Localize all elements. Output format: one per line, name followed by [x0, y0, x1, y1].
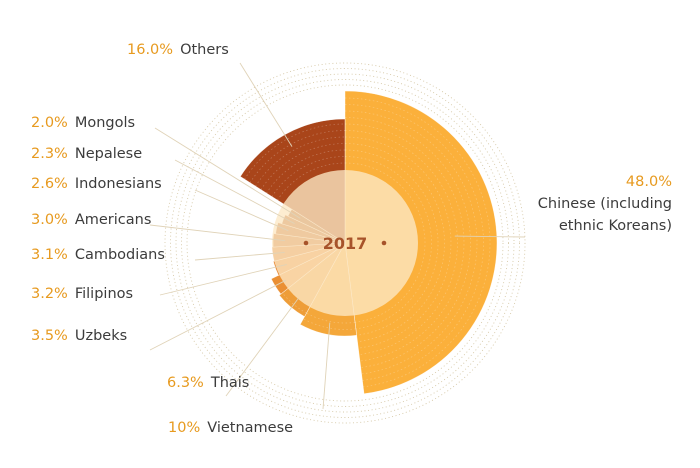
slice-ring-0: [344, 123, 465, 362]
slice-pct-label: 3.2%: [31, 286, 68, 302]
guide-ring: [175, 73, 515, 413]
slice-name-label: Chinese (including: [538, 196, 672, 212]
slice-name-label: Filipinos: [75, 286, 133, 302]
slice-pct-label: 3.0%: [31, 212, 68, 228]
slice-ring-0: [344, 162, 426, 323]
slice-label: 3.5% Uzbeks: [31, 328, 127, 344]
slice-ring-10: [277, 162, 346, 201]
leader-line-0: [454, 235, 526, 238]
slice-ring-10: [260, 143, 346, 190]
guide-ring: [164, 62, 526, 424]
slice-label: 3.0% Americans: [31, 212, 151, 228]
center-year-label: 2017: [323, 234, 368, 253]
slice-pct-label: 6.3%: [167, 375, 204, 391]
slice-ring-0: [344, 110, 478, 375]
leader-lines: [149, 62, 526, 410]
slice-ring-2: [282, 292, 307, 314]
slice-label: 2.3% Nepalese: [31, 146, 142, 162]
slice-ring-0: [344, 104, 484, 381]
leader-line-4: [159, 263, 287, 296]
slice-label: 3.2% Filipinos: [31, 286, 133, 302]
leader-line-9: [154, 127, 301, 219]
slice-name-label: Nepalese: [75, 146, 142, 162]
slice-name-label: Cambodians: [75, 247, 165, 263]
slice-pct-label: 2.3%: [31, 146, 68, 162]
leader-line-10: [239, 62, 293, 147]
slice-pct-label: 48.0%: [626, 174, 672, 190]
center-disc: [272, 170, 418, 316]
slice-name-label: ethnic Koreans): [559, 218, 672, 234]
slice-label: 3.1% Cambodians: [31, 247, 165, 263]
slice-label: 6.3% Thais: [167, 375, 249, 391]
slice-name-label: Thais: [210, 375, 250, 391]
slice-pct-label: 16.0%: [127, 42, 173, 58]
center-dots: [303, 240, 387, 246]
slice-pct-label: 2.6%: [31, 176, 68, 192]
slice-name-label: Mongols: [75, 115, 135, 131]
leader-line-6: [149, 224, 286, 242]
guide-ring: [170, 68, 520, 418]
slice-texture-rings: [244, 97, 491, 388]
slice-ring-10: [244, 123, 346, 180]
dotted-guide-rings: [164, 62, 526, 424]
slice-ring-1: [303, 318, 356, 330]
center-dot-left: [303, 240, 309, 246]
slice-label: 16.0% Others: [127, 42, 229, 58]
slice-pct-label: 10%: [168, 420, 200, 436]
leader-line-8: [174, 159, 295, 224]
slice-ring-0: [344, 149, 439, 336]
slice-ring-1: [306, 312, 356, 324]
slice-ring-10: [271, 156, 346, 197]
center-dot-right: [381, 240, 387, 246]
guide-ring: [186, 84, 504, 402]
slice-name-label: Indonesians: [75, 176, 162, 192]
slice-ring-10: [255, 136, 346, 187]
slice-pct-label: 3.5%: [31, 328, 68, 344]
slice-labels: 48.0% Chinese (including ethnic Koreans) 10…: [31, 42, 672, 436]
slice-label: 2.6% Indonesians: [31, 176, 162, 192]
slice-label: 2.0% Mongols: [31, 115, 135, 131]
slice-name-label: Americans: [75, 212, 152, 228]
guide-ring: [181, 79, 509, 407]
slice-pct-label: 2.0%: [31, 115, 68, 131]
leader-line-5: [194, 251, 285, 261]
slice-name-label: Others: [180, 42, 229, 58]
slice-pct-label: 3.1%: [31, 247, 68, 263]
slice-ring-0: [344, 117, 471, 368]
slice-label: 10% Vietnamese: [168, 420, 293, 436]
leader-line-1: [322, 322, 331, 410]
leader-line-3: [149, 279, 287, 351]
slice-name-label: Vietnamese: [207, 420, 293, 436]
slice-name-label: Uzbeks: [75, 328, 127, 344]
slice-0: [344, 90, 498, 395]
leader-line-7: [194, 189, 289, 232]
leader-line-2: [225, 297, 299, 397]
slice-ring-0: [344, 143, 445, 343]
